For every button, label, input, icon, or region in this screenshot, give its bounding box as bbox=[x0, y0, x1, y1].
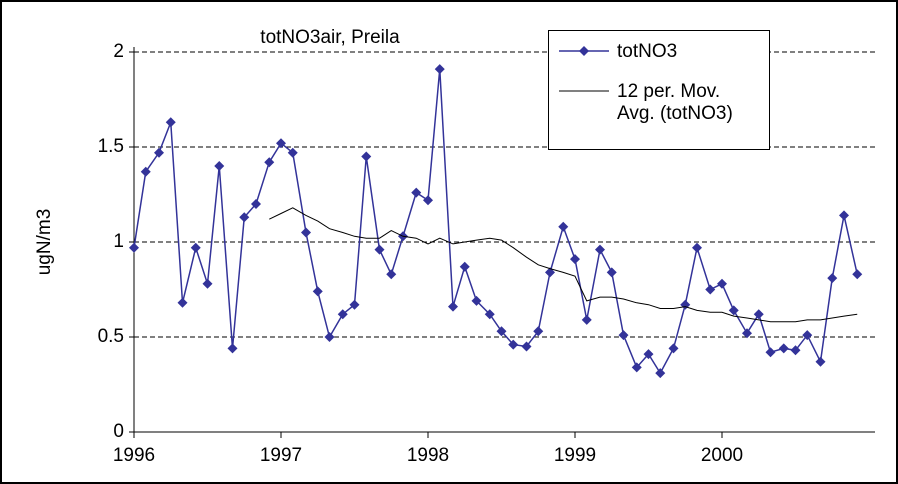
data-point bbox=[312, 286, 323, 297]
legend: totNO3 12 per. Mov. Avg. (totNO3) bbox=[548, 30, 770, 150]
data-point bbox=[264, 157, 275, 168]
data-point bbox=[692, 242, 703, 253]
data-point bbox=[227, 343, 238, 354]
data-point bbox=[349, 299, 360, 310]
data-point bbox=[508, 339, 519, 350]
data-point bbox=[447, 301, 458, 312]
data-point bbox=[594, 244, 605, 255]
y-tick-label: 2 bbox=[113, 41, 124, 62]
x-tick-label: 2000 bbox=[701, 445, 743, 466]
x-tick-label: 1997 bbox=[260, 445, 302, 466]
y-tick-label: 1 bbox=[113, 231, 124, 252]
data-point bbox=[852, 269, 863, 280]
data-point bbox=[140, 166, 151, 177]
x-tick-label: 1998 bbox=[407, 445, 449, 466]
data-point bbox=[521, 341, 532, 352]
data-point bbox=[778, 343, 789, 354]
data-point bbox=[484, 309, 495, 320]
data-point bbox=[287, 147, 298, 158]
chart-title: totNO3air, Preila bbox=[260, 27, 400, 48]
data-point bbox=[459, 261, 470, 272]
x-tick-label: 1999 bbox=[554, 445, 596, 466]
data-point bbox=[753, 309, 764, 320]
data-point bbox=[423, 195, 433, 206]
data-point bbox=[533, 326, 544, 337]
data-point bbox=[411, 187, 422, 198]
data-point bbox=[153, 147, 164, 158]
data-point bbox=[276, 138, 286, 149]
data-point bbox=[570, 254, 580, 265]
data-point bbox=[558, 221, 569, 232]
data-point bbox=[728, 305, 739, 316]
data-point bbox=[324, 332, 335, 342]
data-point bbox=[129, 242, 139, 253]
y-tick-label: 0 bbox=[113, 421, 124, 442]
data-point bbox=[202, 278, 213, 289]
data-point bbox=[165, 117, 176, 128]
data-point bbox=[717, 278, 727, 289]
y-tick-label: 0.5 bbox=[98, 326, 124, 347]
legend-swatch bbox=[559, 46, 609, 56]
data-point bbox=[618, 330, 629, 341]
data-point bbox=[581, 314, 592, 325]
data-point bbox=[631, 362, 642, 373]
legend-label: 12 per. Mov. Avg. (totNO3) bbox=[617, 81, 733, 124]
data-point bbox=[434, 64, 445, 75]
y-tick-label: 1.5 bbox=[98, 136, 124, 157]
data-point bbox=[361, 151, 372, 162]
data-point bbox=[545, 267, 556, 278]
series-line bbox=[269, 207, 858, 323]
data-point bbox=[386, 269, 397, 280]
data-point bbox=[471, 295, 482, 306]
data-point bbox=[300, 227, 311, 238]
legend-item: totNO3 bbox=[557, 41, 761, 63]
data-point bbox=[668, 343, 679, 354]
data-point bbox=[790, 345, 801, 356]
data-point bbox=[815, 356, 826, 367]
legend-marker bbox=[579, 46, 589, 56]
data-point bbox=[839, 210, 850, 221]
legend-swatch bbox=[559, 90, 609, 92]
data-point bbox=[765, 347, 776, 358]
legend-label: totNO3 bbox=[617, 41, 678, 62]
data-point bbox=[177, 297, 188, 308]
data-point bbox=[496, 326, 507, 337]
data-point bbox=[190, 242, 201, 253]
x-tick-label: 1996 bbox=[113, 445, 155, 466]
legend-item: 12 per. Mov. Avg. (totNO3) bbox=[557, 81, 761, 125]
y-axis-label: ugN/m3 bbox=[34, 209, 55, 276]
data-point bbox=[655, 368, 666, 379]
data-point bbox=[214, 161, 225, 171]
data-point bbox=[374, 244, 385, 255]
data-point bbox=[705, 284, 716, 295]
data-point bbox=[239, 212, 250, 223]
data-point bbox=[606, 267, 617, 278]
data-point bbox=[741, 328, 752, 339]
data-point bbox=[827, 273, 838, 284]
data-point bbox=[337, 309, 348, 320]
data-point bbox=[802, 330, 813, 341]
data-point bbox=[251, 199, 262, 209]
data-point bbox=[643, 349, 654, 360]
